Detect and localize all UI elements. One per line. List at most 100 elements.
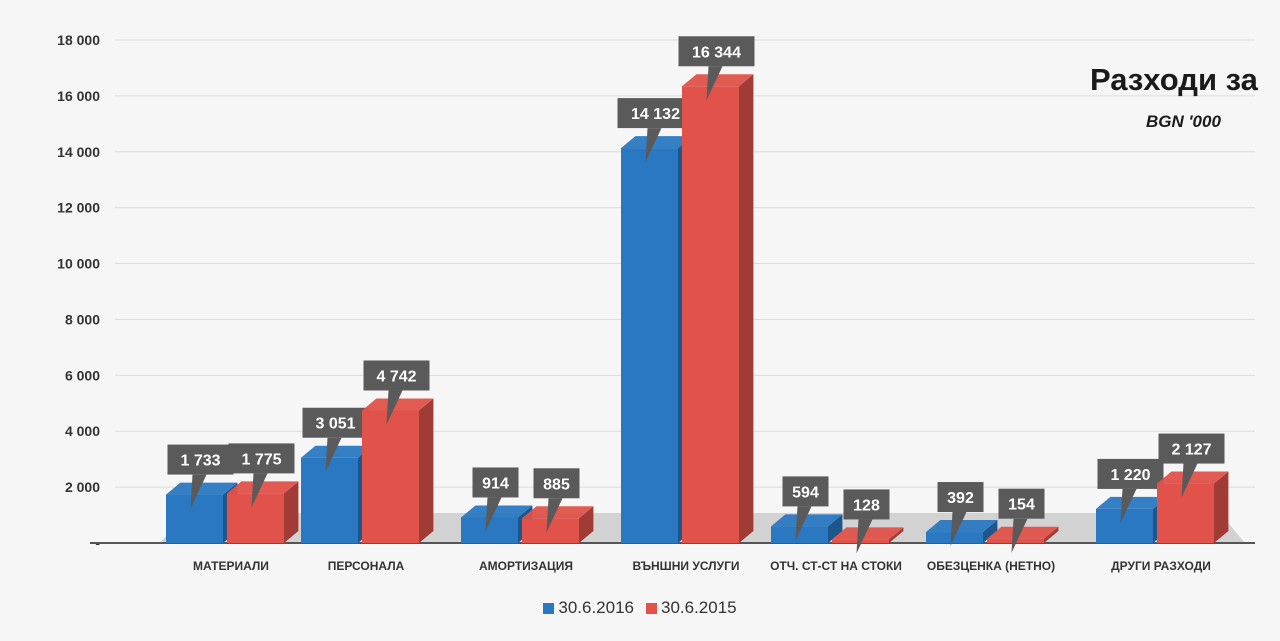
data-label: 1 733 xyxy=(180,453,220,470)
data-label: 4 742 xyxy=(376,368,416,385)
y-tick-label: 12 000 xyxy=(57,200,100,216)
y-tick-label: 18 000 xyxy=(57,32,100,48)
data-label: 392 xyxy=(947,490,974,507)
bar-top xyxy=(1096,496,1168,509)
bar-top xyxy=(832,527,904,540)
data-label: 154 xyxy=(1008,497,1035,514)
y-tick-label: 14 000 xyxy=(57,144,100,160)
data-label-box xyxy=(782,476,829,507)
y-tick-label: 16 000 xyxy=(57,88,100,104)
x-tick-label: ДРУГИ РАЗХОДИ xyxy=(1111,559,1211,573)
bar-top xyxy=(771,514,843,527)
data-label: 2 127 xyxy=(1171,442,1211,459)
data-label: 1 220 xyxy=(1110,467,1150,484)
x-tick-label: ВЪНШНИ УСЛУГИ xyxy=(633,559,740,573)
legend-label-2015: 30.6.2015 xyxy=(661,598,737,617)
chart-title: Разходи за xyxy=(1090,62,1258,97)
bar-side xyxy=(1214,471,1229,543)
data-label-pointer xyxy=(645,128,662,163)
data-label-box xyxy=(167,444,234,475)
data-label-box xyxy=(363,360,430,391)
data-label-pointer xyxy=(386,390,403,425)
data-label-pointer xyxy=(485,497,502,532)
bar-top xyxy=(621,136,693,149)
bar-2015 xyxy=(1157,483,1214,543)
data-label: 128 xyxy=(853,497,880,514)
data-label: 3 051 xyxy=(315,416,355,433)
data-label-box xyxy=(472,467,519,498)
bar-top xyxy=(1157,471,1229,484)
data-label-box xyxy=(843,489,890,520)
data-label-box xyxy=(998,488,1045,519)
data-label-box xyxy=(678,36,755,67)
x-tick-label: ПЕРСОНАЛА xyxy=(328,559,405,573)
data-label: 16 344 xyxy=(692,44,741,61)
bar-top xyxy=(166,482,238,495)
bar-2016 xyxy=(301,457,358,543)
legend-swatch-2015 xyxy=(646,602,657,614)
bar-side xyxy=(983,520,998,543)
data-label-pointer xyxy=(190,474,207,509)
y-tick-label: 6 000 xyxy=(65,367,100,383)
bar-top xyxy=(461,505,533,518)
data-label-box xyxy=(302,407,369,438)
data-label-pointer xyxy=(251,473,268,508)
bar-side xyxy=(889,527,904,543)
data-label-pointer xyxy=(325,437,342,472)
x-tick-label: АМОРТИЗАЦИЯ xyxy=(479,559,573,573)
bar-side xyxy=(1044,526,1059,543)
bar-side xyxy=(739,74,754,543)
y-tick-label: 10 000 xyxy=(57,256,100,272)
data-label-pointer xyxy=(546,498,563,533)
data-label-box xyxy=(1097,458,1164,489)
bar-side xyxy=(828,514,843,543)
data-label-box xyxy=(1158,433,1225,464)
y-tick-label: 2 000 xyxy=(65,479,100,495)
data-label-pointer xyxy=(1011,518,1028,553)
bar-2016 xyxy=(771,526,828,543)
data-label: 885 xyxy=(543,476,570,493)
bar-top xyxy=(682,74,754,87)
x-tick-label: ОБЕЗЦЕНКА (НЕТНО) xyxy=(927,559,1055,573)
data-label-pointer xyxy=(1181,463,1198,498)
x-tick-label: МАТЕРИАЛИ xyxy=(193,559,269,573)
data-label: 594 xyxy=(792,484,819,501)
bar-side xyxy=(284,481,299,543)
y-tick-label: 8 000 xyxy=(65,311,100,327)
data-label-box xyxy=(228,443,295,474)
data-label-pointer xyxy=(795,506,812,541)
legend-label-2016: 30.6.2016 xyxy=(558,598,634,617)
bar-top xyxy=(926,520,998,533)
legend-item-2015: 30.6.2015 xyxy=(646,598,737,618)
bar-2016 xyxy=(166,494,223,543)
bar-2016 xyxy=(621,148,678,543)
data-label-pointer xyxy=(856,519,873,554)
data-label: 14 132 xyxy=(631,106,680,123)
bar-2015 xyxy=(362,410,419,543)
y-tick-label: 4 000 xyxy=(65,423,100,439)
bar-top xyxy=(301,445,373,458)
legend: 30.6.2016 30.6.2015 xyxy=(0,598,1280,618)
data-label-box xyxy=(937,482,984,513)
bar-top xyxy=(522,506,594,519)
chart-subtitle: BGN '000 xyxy=(1146,112,1221,131)
x-tick-label: ОТЧ. СТ-СТ НА СТОКИ xyxy=(770,559,902,573)
data-label-pointer xyxy=(1120,488,1137,523)
bar-side xyxy=(419,398,434,543)
bar-2016 xyxy=(1096,508,1153,543)
bar-top xyxy=(227,481,299,494)
legend-item-2016: 30.6.2016 xyxy=(543,598,634,618)
data-label-pointer xyxy=(950,512,967,547)
data-label-box xyxy=(533,468,580,499)
data-label-box xyxy=(617,98,694,129)
bar-top xyxy=(987,526,1059,539)
bar-top xyxy=(362,398,434,411)
data-label: 1 775 xyxy=(241,451,281,468)
legend-swatch-2016 xyxy=(543,602,555,614)
data-label: 914 xyxy=(482,475,509,492)
bar-2015 xyxy=(227,493,284,543)
bar-side xyxy=(579,506,594,543)
data-label-pointer xyxy=(706,66,723,101)
